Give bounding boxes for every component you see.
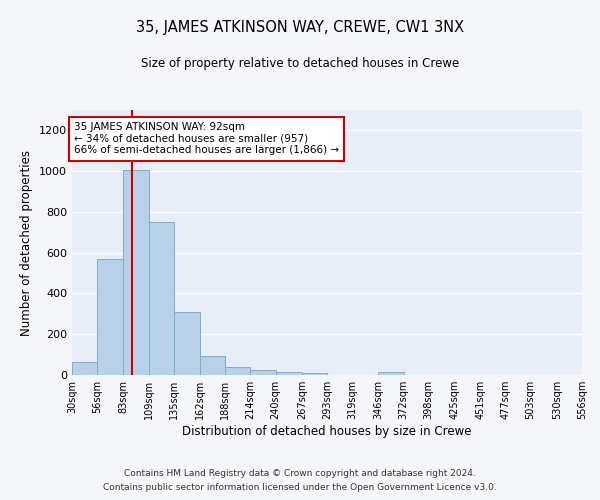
Bar — [72, 362, 97, 375]
Bar — [149, 222, 174, 375]
Text: Contains public sector information licensed under the Open Government Licence v3: Contains public sector information licen… — [103, 484, 497, 492]
Text: 35, JAMES ATKINSON WAY, CREWE, CW1 3NX: 35, JAMES ATKINSON WAY, CREWE, CW1 3NX — [136, 20, 464, 35]
Text: 35 JAMES ATKINSON WAY: 92sqm
← 34% of detached houses are smaller (957)
66% of s: 35 JAMES ATKINSON WAY: 92sqm ← 34% of de… — [74, 122, 339, 156]
Text: Size of property relative to detached houses in Crewe: Size of property relative to detached ho… — [141, 58, 459, 70]
Bar — [250, 370, 275, 375]
Bar — [174, 312, 200, 375]
Bar — [302, 373, 327, 375]
Bar — [379, 372, 404, 375]
Y-axis label: Number of detached properties: Number of detached properties — [20, 150, 34, 336]
Bar — [275, 372, 302, 375]
Text: Contains HM Land Registry data © Crown copyright and database right 2024.: Contains HM Land Registry data © Crown c… — [124, 468, 476, 477]
Bar — [97, 259, 124, 375]
Bar — [124, 170, 149, 375]
Bar — [225, 367, 250, 375]
Bar — [200, 356, 225, 375]
X-axis label: Distribution of detached houses by size in Crewe: Distribution of detached houses by size … — [182, 425, 472, 438]
